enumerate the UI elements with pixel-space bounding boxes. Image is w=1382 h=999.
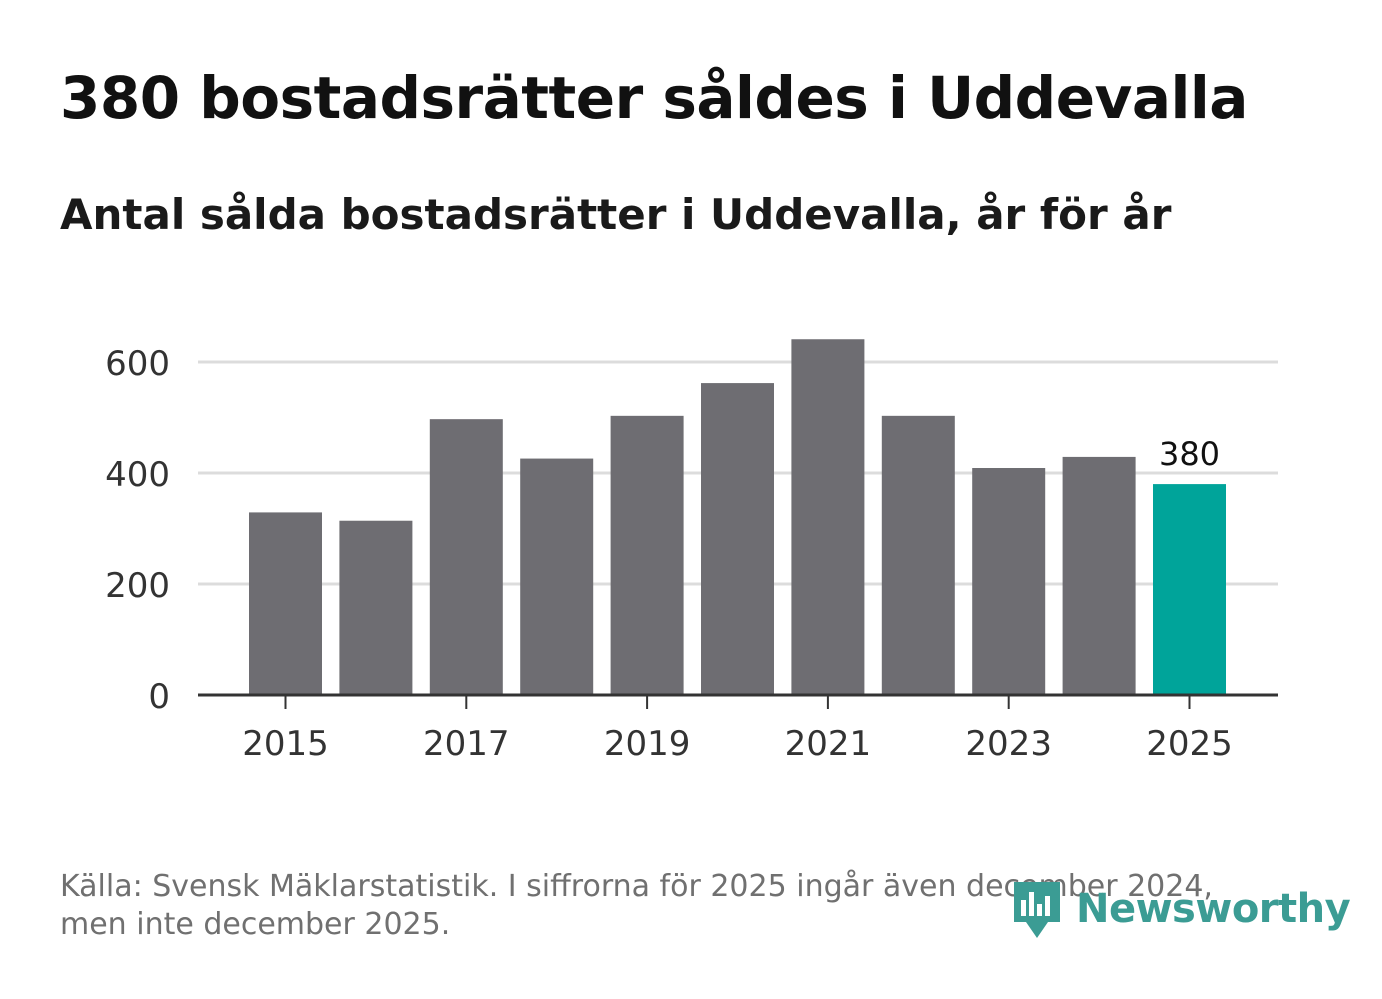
- chart-title: 380 bostadsrätter såldes i Uddevalla: [60, 64, 1248, 132]
- chart-subtitle: Antal sålda bostadsrätter i Uddevalla, å…: [60, 190, 1172, 239]
- bar-2025: [1153, 484, 1226, 695]
- bar-value-label-2025: 380: [1159, 435, 1220, 473]
- x-tick-label-2023: 2023: [965, 724, 1052, 764]
- bar-2021: [791, 339, 865, 695]
- x-tick-label-2017: 2017: [423, 724, 510, 764]
- y-tick-label-0: 0: [148, 677, 170, 717]
- x-tick-label-2025: 2025: [1146, 724, 1233, 764]
- footnote-line-2: men inte december 2025.: [60, 907, 451, 942]
- bar-2024: [1062, 456, 1136, 695]
- y-tick-label-200: 200: [105, 566, 170, 606]
- bar-2022: [881, 415, 955, 695]
- x-tick-label-2015: 2015: [242, 724, 329, 764]
- newsworthy-logo-icon: [1014, 882, 1060, 938]
- bar-2017: [429, 419, 503, 695]
- bar-2019: [610, 415, 684, 695]
- x-tick-label-2021: 2021: [785, 724, 872, 764]
- y-tick-label-400: 400: [105, 455, 170, 495]
- newsworthy-logo: Newsworthy: [1012, 878, 1351, 940]
- bar-2020: [701, 383, 774, 695]
- y-tick-label-600: 600: [105, 344, 170, 384]
- logo-text: Newsworthy: [1076, 886, 1351, 932]
- bar-2016: [339, 520, 413, 695]
- x-tick-label-2019: 2019: [604, 724, 691, 764]
- bar-2023: [972, 468, 1046, 695]
- bar-2018: [520, 458, 594, 695]
- bar-2015: [249, 512, 322, 695]
